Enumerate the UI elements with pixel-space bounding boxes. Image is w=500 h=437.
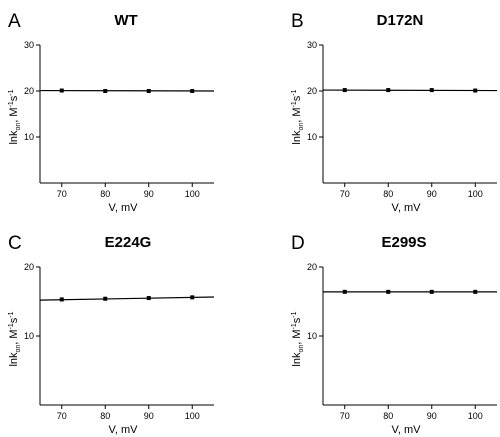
data-point-b <box>473 88 478 93</box>
y-axis-label-d: lnkon, M-1s-1 <box>291 311 305 366</box>
panel-title-c: E224G <box>105 234 152 251</box>
data-point-b <box>342 88 347 93</box>
data-point-a <box>146 89 151 93</box>
panel-d: D E299S 10 20 70 80 90 100 V, mV lnkon, M-1s-1 <box>291 233 497 436</box>
x-tick-label-b: 100 <box>468 189 483 199</box>
y-tick-label-a: 10 <box>24 132 34 142</box>
panel-letter-b: B <box>291 11 304 32</box>
x-tick-label-c: 80 <box>100 411 110 421</box>
x-tick-label-c: 70 <box>57 411 67 421</box>
fit-line-c <box>39 296 215 301</box>
x-tick-label-b: 80 <box>383 189 393 199</box>
y-tick-label-c: 10 <box>24 331 34 341</box>
y-axis-label-c: lnkon, M-1s-1 <box>8 311 22 366</box>
data-point-d <box>342 289 347 294</box>
y-tick-label-b: 10 <box>307 132 317 142</box>
x-tick-label-a: 70 <box>57 189 67 199</box>
data-point-c <box>103 296 108 301</box>
x-tick-label-c: 100 <box>185 411 200 421</box>
panel-title-b: D172N <box>377 12 424 29</box>
data-point-d <box>386 289 391 294</box>
panel-title-a: WT <box>114 12 137 29</box>
x-axis-label-d: V, mV <box>392 424 422 436</box>
panel-letter-d: D <box>291 233 305 254</box>
y-tick-label-d: 10 <box>307 331 317 341</box>
panel-letter-a: A <box>8 11 21 32</box>
panel-c: C E224G 10 20 70 80 90 100 V, mV lnkon, M-1s-1 <box>8 233 215 436</box>
x-axis-label-b: V, mV <box>392 202 422 214</box>
x-axis-label-a: V, mV <box>109 202 139 214</box>
x-tick-label-a: 80 <box>100 189 110 199</box>
panel-title-d: E299S <box>381 234 426 251</box>
x-tick-label-d: 70 <box>340 411 350 421</box>
panel-b: B D172N 10 20 30 70 80 90 100 V, mV lnkon, M-1s-1 <box>291 11 498 214</box>
y-axis-label-a: lnkon, M-1s-1 <box>8 89 22 144</box>
x-axis-label-c: V, mV <box>109 424 139 436</box>
data-point-c <box>146 296 151 301</box>
y-tick-label-d: 20 <box>307 262 317 272</box>
y-axis-label-b: lnkon, M-1s-1 <box>291 89 305 144</box>
data-point-d <box>429 289 434 294</box>
x-tick-label-a: 100 <box>185 189 200 199</box>
data-point-b <box>386 88 391 93</box>
y-tick-label-a: 30 <box>24 40 34 50</box>
y-tick-label-b: 30 <box>307 40 317 50</box>
x-tick-label-d: 100 <box>468 411 483 421</box>
data-point-d <box>473 289 478 294</box>
data-point-a <box>103 89 108 93</box>
y-tick-label-b: 20 <box>307 86 317 96</box>
y-tick-label-a: 20 <box>24 86 34 96</box>
data-point-a <box>59 88 64 93</box>
x-tick-label-b: 90 <box>427 189 437 199</box>
x-tick-label-b: 70 <box>340 189 350 199</box>
y-tick-label-c: 20 <box>24 262 34 272</box>
panel-a: A WT 10 20 30 70 80 90 100 V, mV lnkon, M-1s-1 <box>8 11 215 214</box>
x-tick-label-a: 90 <box>144 189 154 199</box>
x-tick-label-d: 80 <box>383 411 393 421</box>
panel-letter-c: C <box>8 233 22 254</box>
data-point-b <box>429 88 434 93</box>
x-tick-label-d: 90 <box>427 411 437 421</box>
data-point-c <box>190 295 195 300</box>
data-point-a <box>190 89 195 93</box>
data-point-c <box>59 297 64 302</box>
x-tick-label-c: 90 <box>144 411 154 421</box>
